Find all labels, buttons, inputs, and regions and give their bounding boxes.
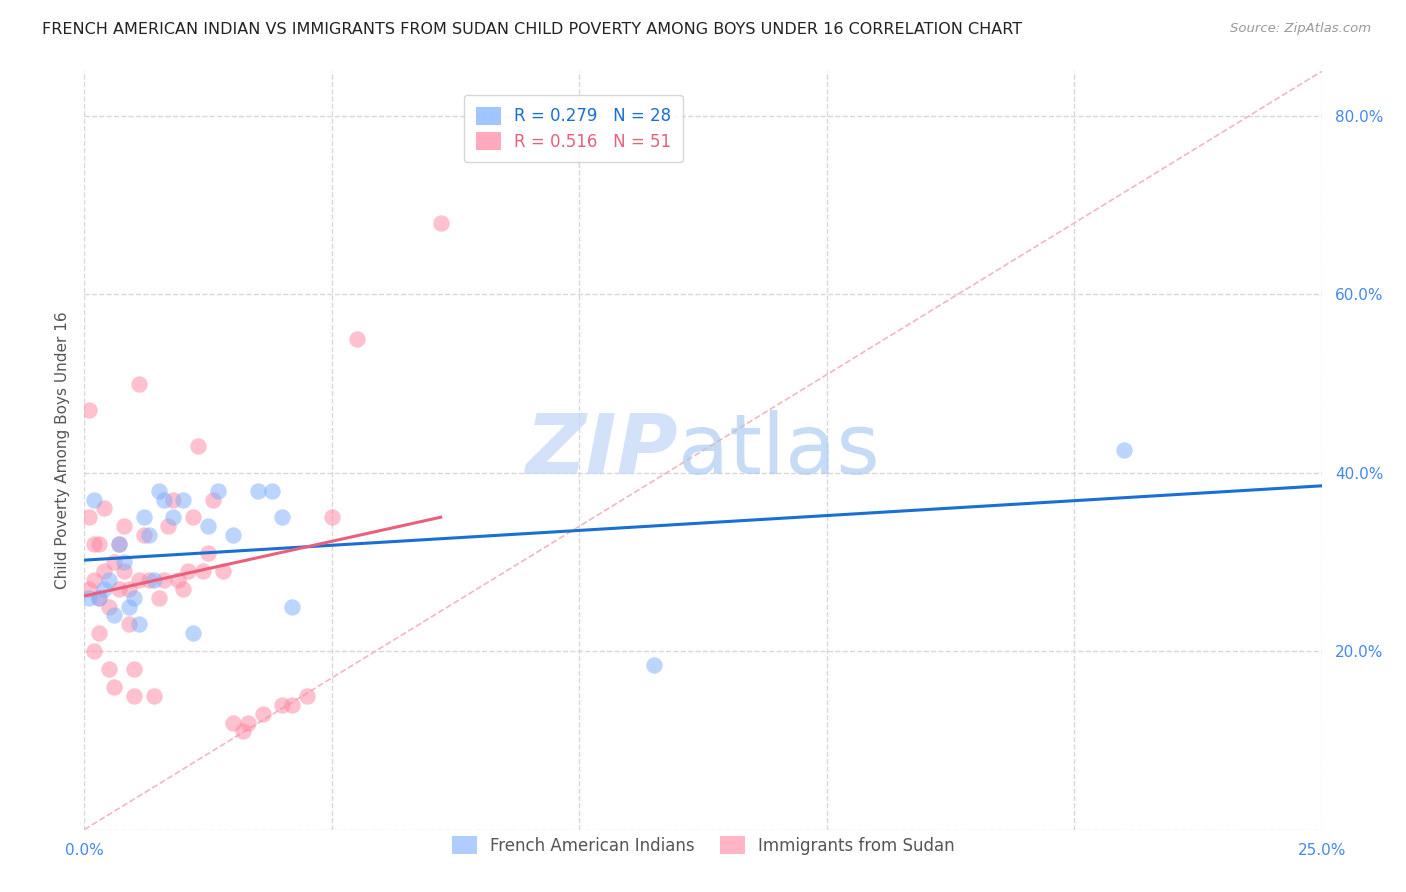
Point xyxy=(142,573,165,587)
Point xyxy=(346,332,368,346)
Point xyxy=(103,555,125,569)
Point xyxy=(112,564,135,578)
Point xyxy=(112,519,135,533)
Point xyxy=(83,644,105,658)
Point xyxy=(108,537,131,551)
Point xyxy=(181,510,204,524)
Point xyxy=(212,564,235,578)
Text: ZIP: ZIP xyxy=(526,410,678,491)
Point xyxy=(187,439,209,453)
Point xyxy=(271,698,294,712)
Point xyxy=(197,546,219,560)
Point xyxy=(118,582,141,596)
Point xyxy=(152,492,174,507)
Point xyxy=(148,483,170,498)
Point xyxy=(118,617,141,632)
Point xyxy=(83,537,105,551)
Point xyxy=(281,698,304,712)
Point xyxy=(181,626,204,640)
Point xyxy=(93,564,115,578)
Point xyxy=(172,582,194,596)
Point xyxy=(148,591,170,605)
Point xyxy=(295,689,318,703)
Point xyxy=(271,510,294,524)
Point xyxy=(118,599,141,614)
Point xyxy=(142,689,165,703)
Point xyxy=(128,573,150,587)
Point xyxy=(197,519,219,533)
Point xyxy=(643,657,665,672)
Point xyxy=(128,617,150,632)
Legend: French American Indians, Immigrants from Sudan: French American Indians, Immigrants from… xyxy=(443,828,963,863)
Point xyxy=(83,573,105,587)
Point xyxy=(236,715,259,730)
Text: atlas: atlas xyxy=(678,410,880,491)
Point xyxy=(222,715,245,730)
Point xyxy=(1112,443,1135,458)
Point xyxy=(202,492,225,507)
Point xyxy=(429,216,451,230)
Point xyxy=(132,510,155,524)
Point xyxy=(152,573,174,587)
Point xyxy=(108,537,131,551)
Point xyxy=(108,582,131,596)
Point xyxy=(232,724,254,739)
Point xyxy=(157,519,180,533)
Point xyxy=(246,483,269,498)
Point xyxy=(93,582,115,596)
Point xyxy=(89,626,111,640)
Text: Source: ZipAtlas.com: Source: ZipAtlas.com xyxy=(1230,22,1371,36)
Point xyxy=(98,573,121,587)
Point xyxy=(89,591,111,605)
Point xyxy=(98,599,121,614)
Point xyxy=(128,376,150,391)
Point xyxy=(122,689,145,703)
Point xyxy=(321,510,343,524)
Point xyxy=(93,501,115,516)
Point xyxy=(79,582,101,596)
Point xyxy=(79,591,101,605)
Point xyxy=(79,403,101,417)
Point xyxy=(172,492,194,507)
Point xyxy=(207,483,229,498)
Point xyxy=(167,573,190,587)
Point xyxy=(162,510,184,524)
Point xyxy=(98,662,121,676)
Point xyxy=(281,599,304,614)
Point xyxy=(191,564,214,578)
Point xyxy=(89,537,111,551)
Point xyxy=(112,555,135,569)
Point xyxy=(89,591,111,605)
Point xyxy=(177,564,200,578)
Point xyxy=(138,528,160,542)
Point xyxy=(103,680,125,694)
Point xyxy=(79,510,101,524)
Point xyxy=(103,608,125,623)
Point xyxy=(262,483,284,498)
Point xyxy=(83,492,105,507)
Point xyxy=(122,662,145,676)
Point xyxy=(132,528,155,542)
Point xyxy=(252,706,274,721)
Point xyxy=(222,528,245,542)
Point xyxy=(138,573,160,587)
Point xyxy=(122,591,145,605)
Y-axis label: Child Poverty Among Boys Under 16: Child Poverty Among Boys Under 16 xyxy=(55,311,70,590)
Text: FRENCH AMERICAN INDIAN VS IMMIGRANTS FROM SUDAN CHILD POVERTY AMONG BOYS UNDER 1: FRENCH AMERICAN INDIAN VS IMMIGRANTS FRO… xyxy=(42,22,1022,37)
Point xyxy=(162,492,184,507)
